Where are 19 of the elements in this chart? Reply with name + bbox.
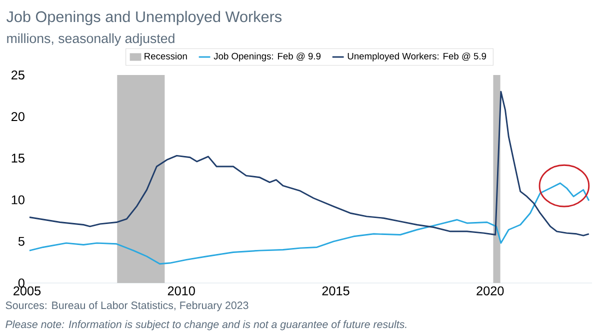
text: Please note: Information is subject to change and is not a guarantee of future results. bbox=[6, 320, 406, 330]
x-tick-label: 2015 bbox=[322, 286, 350, 296]
y-tick-label: 15 bbox=[12, 154, 24, 163]
legend-label: Recession bbox=[144, 52, 187, 60]
chart-title: Job Openings and Unemployed Workers bbox=[6, 10, 282, 26]
y-tick-label: 25 bbox=[11, 70, 24, 80]
line-series bbox=[28, 90, 590, 236]
x-tick-label: 2010 bbox=[168, 286, 195, 296]
line-series bbox=[28, 182, 590, 265]
y-tick-label: 5 bbox=[18, 236, 24, 246]
x-tick-label: 2020 bbox=[476, 286, 504, 296]
y-tick-label: 10 bbox=[12, 195, 24, 204]
y-tick-label: 20 bbox=[11, 112, 24, 122]
x-tick-label: 2005 bbox=[14, 286, 41, 296]
y-tick-label: 0 bbox=[18, 278, 24, 288]
chart-subtitle: millions, seasonally adjusted bbox=[7, 33, 174, 46]
legend-label: Unemployed Workers: Feb @ 5.9 bbox=[348, 52, 486, 62]
source-note: Sources: Bureau of Labor Statistics, February 2023 bbox=[6, 301, 248, 312]
legend-label: Job Openings: Feb @ 9.9 bbox=[214, 52, 321, 62]
